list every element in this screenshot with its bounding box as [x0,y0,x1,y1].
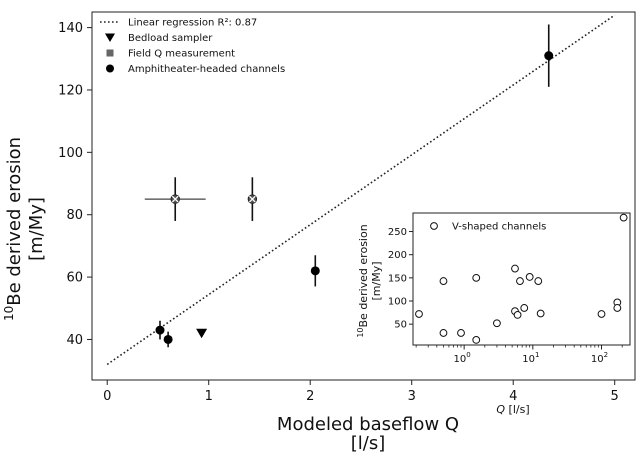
inset-x-tick-label: 102 [591,351,608,365]
inset-y-ticks: 50 100 150 200 250 [388,227,413,331]
v-shaped-point [536,309,545,318]
y-tick-label: 120 [58,83,83,98]
v-shaped-point [619,213,628,222]
legend-label: Amphitheater-headed channels [128,64,285,75]
v-shaped-point [525,273,534,281]
v-shaped-point [439,277,448,285]
amphitheater-point [544,51,554,61]
amphitheater-point [310,266,320,276]
legend-square-swatch [106,49,114,57]
bedload-point [196,328,208,339]
y-tick-label: 60 [66,271,83,286]
inset-x-tick-label: 101 [522,351,539,365]
field-q-point [247,194,258,204]
legend-item: Field Q measurement [106,49,235,60]
amphitheater-point [155,325,165,335]
y-axis-label-line2: [m/My] [26,197,47,261]
x-tick-label: 1 [205,389,213,404]
v-shaped-point [415,310,423,318]
v-shaped-point [613,304,622,312]
legend-item: Bedload sampler [105,33,213,44]
inset-y-tick-label: 50 [394,320,407,331]
y-axis-label-superscript: 10 [2,306,16,321]
inset-legend-swatch [430,222,438,230]
y-axis-label-text: Be derived erosion [4,137,25,306]
v-shaped-point [597,310,606,318]
v-shaped-point [513,310,522,319]
inset-legend-label: V-shaped channels [452,222,546,233]
y-tick-label: 100 [58,146,83,161]
inset-y-axis-label-superscript: 10 [356,327,365,337]
v-shaped-point [534,277,543,285]
inset-y-axis-label-line1: 10Be derived erosion [356,224,370,337]
v-shaped-point [520,304,529,312]
x-axis-label-line1: Modeled baseflow Q [277,414,459,435]
v-shaped-point [472,273,481,282]
y-axis-label-line1: 10Be derived erosion [2,137,25,321]
x-axis-label-line2: [l/s] [351,433,386,454]
v-shaped-point [472,336,481,344]
inset-y-axis-label-text: Be derived erosion [357,224,370,327]
inset-y-tick-label: 150 [388,273,407,284]
x-tick-label: 5 [611,389,619,404]
inset-chart: 100 101 102 50 100 150 200 250 V-shaped channe… [356,212,631,416]
inset-data-points [415,213,628,344]
field-q-point [170,194,180,204]
inset-legend: V-shaped channels [430,222,546,233]
v-shaped-point [439,329,448,337]
legend-item: Amphitheater-headed channels [106,64,285,75]
main-legend: Linear regression R²: 0.87 Bedload sample… [100,18,285,75]
x-tick-label: 3 [408,389,416,404]
regression-line [106,14,616,366]
legend-label: Bedload sampler [128,33,213,44]
inset-y-tick-label: 100 [388,297,407,308]
inset-y-tick-label: 200 [388,250,407,261]
legend-label: Linear regression R²: 0.87 [128,18,257,29]
main-y-ticks: 40 60 80 100 120 140 [58,21,92,348]
inset-y-axis-title: 10Be derived erosion [m/My] [356,224,383,337]
main-x-ticks: 0 1 2 3 4 5 [103,380,619,404]
field-q-cross [248,195,256,203]
inset-x-axis-unit: [l/s] [505,403,530,416]
inset-x-ticks: 100 101 102 [415,345,623,365]
x-tick-label: 2 [306,389,314,404]
main-x-axis-title: Modeled baseflow Q [l/s] [277,414,459,454]
inset-y-axis-label-line2: [m/My] [370,261,383,300]
v-shaped-point [493,319,501,328]
v-shaped-point [457,329,465,337]
y-tick-label: 40 [66,333,83,348]
inset-x-tick-label: 100 [454,351,471,365]
regression-line-layer [106,14,616,366]
inset-x-axis-symbol: Q [496,403,505,416]
v-shaped-point [511,264,519,273]
legend-label: Field Q measurement [128,49,235,60]
legend-triangle-swatch [105,33,115,42]
main-plot-frame [91,11,636,381]
main-chart: 0 1 2 3 4 5 40 60 80 100 120 140 Linear regression… [2,11,636,454]
amphitheater-point [163,334,173,344]
main-y-axis-title: 10Be derived erosion [m/My] [2,137,47,321]
inset-y-tick-label: 250 [388,227,407,238]
x-tick-label: 0 [103,389,111,404]
legend-item: Linear regression R²: 0.87 [100,18,257,29]
x-tick-label: 4 [509,389,517,404]
inset-x-axis-label: Q [l/s] [496,403,529,416]
v-shaped-point [516,277,524,285]
y-tick-label: 80 [66,208,83,223]
main-data-points [144,24,554,348]
field-q-cross [171,195,179,203]
legend-circle-swatch [106,64,114,73]
inset-plot-frame [412,212,631,346]
inset-legend-item: V-shaped channels [430,222,546,233]
y-tick-label: 140 [58,21,83,36]
